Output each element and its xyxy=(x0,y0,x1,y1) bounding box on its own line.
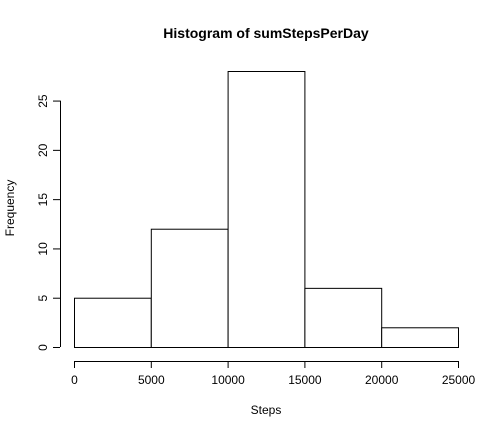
histogram-bar xyxy=(150,228,229,348)
y-tick-label: 15 xyxy=(36,193,50,207)
y-tick-label: 0 xyxy=(36,344,50,351)
y-tick-label: 25 xyxy=(36,94,50,108)
x-tick-label: 25000 xyxy=(442,373,476,387)
y-tick-label: 5 xyxy=(36,295,50,302)
x-tick-label: 5000 xyxy=(138,373,165,387)
chart-title: Histogram of sumStepsPerDay xyxy=(163,25,369,41)
histogram-bar xyxy=(227,71,306,348)
y-axis-label: Frequency xyxy=(3,180,17,237)
y-tick-label: 20 xyxy=(36,143,50,157)
y-tick-label: 10 xyxy=(36,242,50,256)
x-axis-label: Steps xyxy=(251,403,282,417)
x-axis: 0 5000 10000 15000 20000 25000 xyxy=(71,361,476,387)
histogram-bar xyxy=(381,327,460,348)
x-tick-label: 15000 xyxy=(288,373,322,387)
histogram-bar xyxy=(74,297,152,349)
x-tick-label: 20000 xyxy=(365,373,399,387)
histogram-bars xyxy=(74,71,460,349)
x-tick-label: 10000 xyxy=(211,373,245,387)
histogram-bar xyxy=(304,287,383,349)
x-tick-label: 0 xyxy=(71,373,78,387)
y-axis: 0 5 10 15 20 25 xyxy=(36,94,61,351)
